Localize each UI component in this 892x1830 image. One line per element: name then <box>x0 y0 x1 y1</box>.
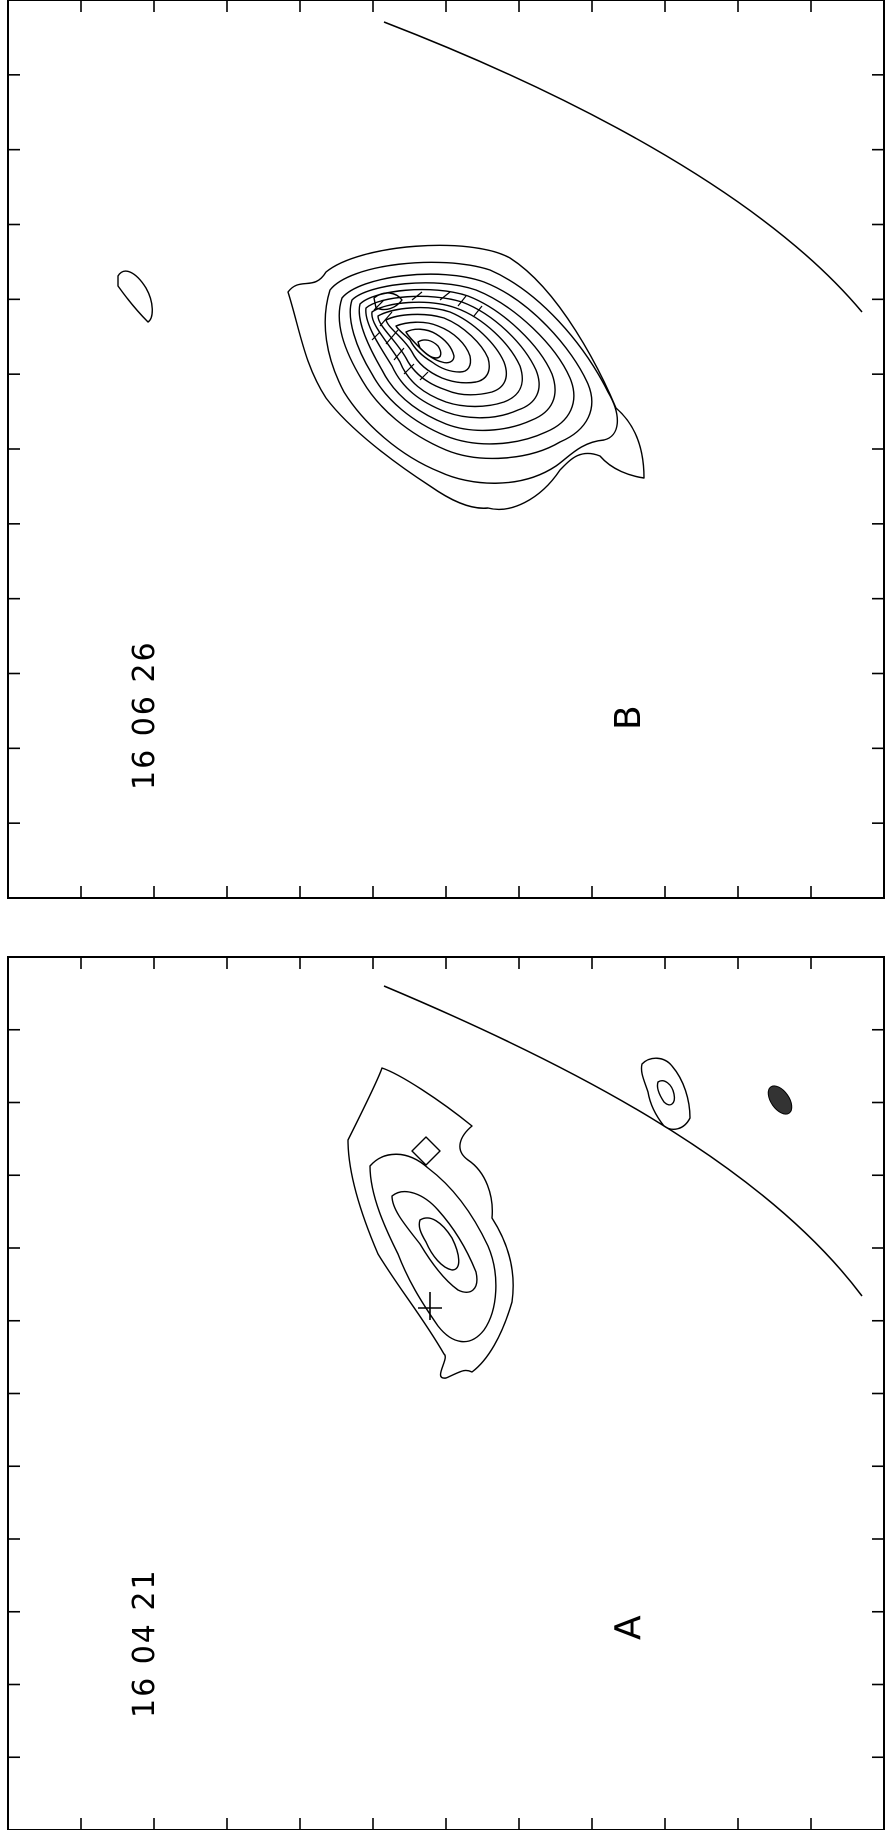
panel-a-cross-marker <box>418 1292 442 1320</box>
panel-b: 16 06 26 B <box>7 0 885 899</box>
panel-b-small-contour <box>117 270 153 323</box>
panel-a-small-diamond <box>411 1136 441 1166</box>
panel-a-time: 16 04 21 <box>127 1568 162 1718</box>
panel-a-source-contours <box>347 1067 514 1379</box>
panel-b-limb <box>383 21 863 313</box>
panel-b-ticks <box>8 0 884 898</box>
panel-a-limb-source <box>640 1057 691 1130</box>
panel-b-hatching <box>371 291 483 381</box>
panel-a-limb <box>383 985 863 1297</box>
panel-b-time: 16 06 26 <box>127 640 162 790</box>
panel-a-beam-ellipse <box>767 1085 793 1115</box>
panel-a-label: A <box>608 1615 649 1640</box>
panel-a: 16 04 21 A <box>7 956 885 1830</box>
panel-b-source-contours <box>287 244 645 510</box>
panel-b-label: B <box>608 705 649 730</box>
panel-a-ticks <box>8 957 884 1830</box>
